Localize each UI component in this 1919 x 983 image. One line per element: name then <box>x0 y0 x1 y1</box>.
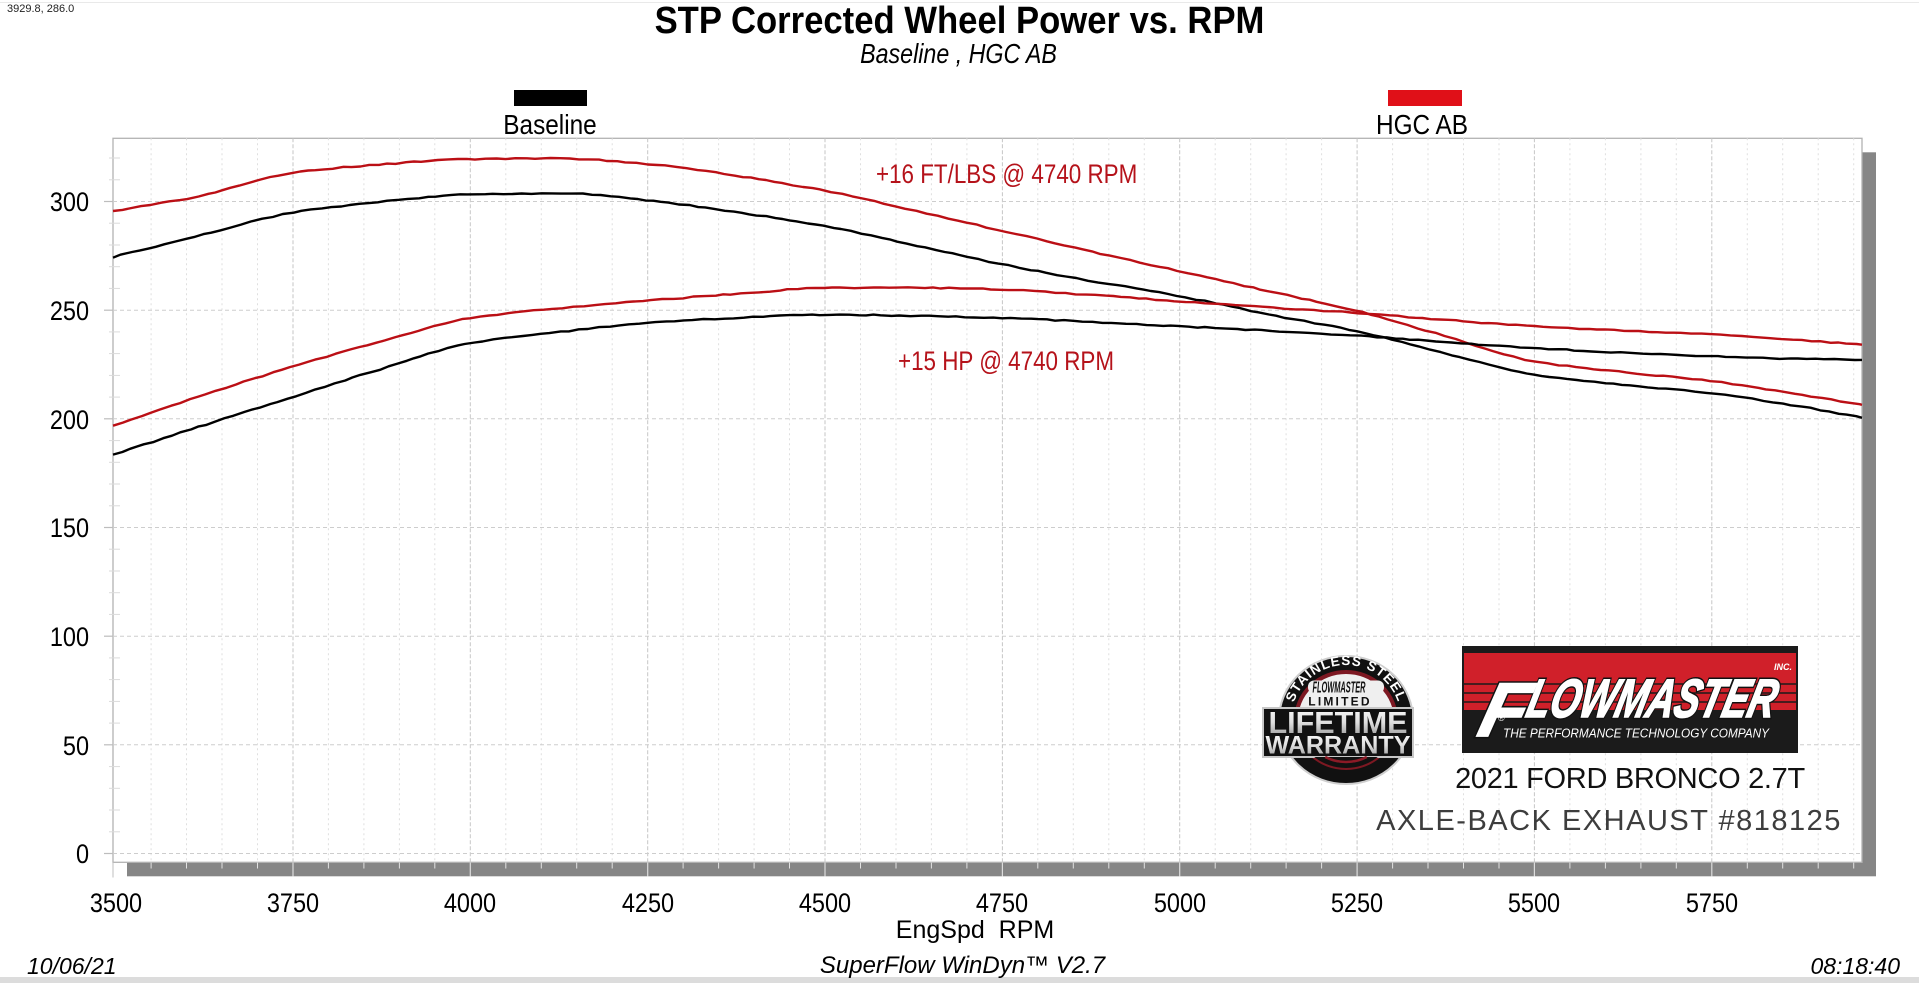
svg-text:LIFETIME: LIFETIME <box>1269 705 1408 740</box>
svg-text:FLOWMASTER: FLOWMASTER <box>1313 680 1366 697</box>
svg-text:LIMITED: LIMITED <box>1308 695 1371 709</box>
svg-text:LOWMASTER: LOWMASTER <box>1521 668 1784 729</box>
svg-text:LOWMASTER: LOWMASTER <box>1521 668 1784 729</box>
svg-text:WARRANTY: WARRANTY <box>1266 732 1411 760</box>
svg-text:INC.: INC. <box>1774 662 1792 672</box>
svg-text:®: ® <box>1498 713 1505 723</box>
svg-text:THE PERFORMANCE TECHNOLOGY COM: THE PERFORMANCE TECHNOLOGY COMPANY <box>1503 726 1770 741</box>
